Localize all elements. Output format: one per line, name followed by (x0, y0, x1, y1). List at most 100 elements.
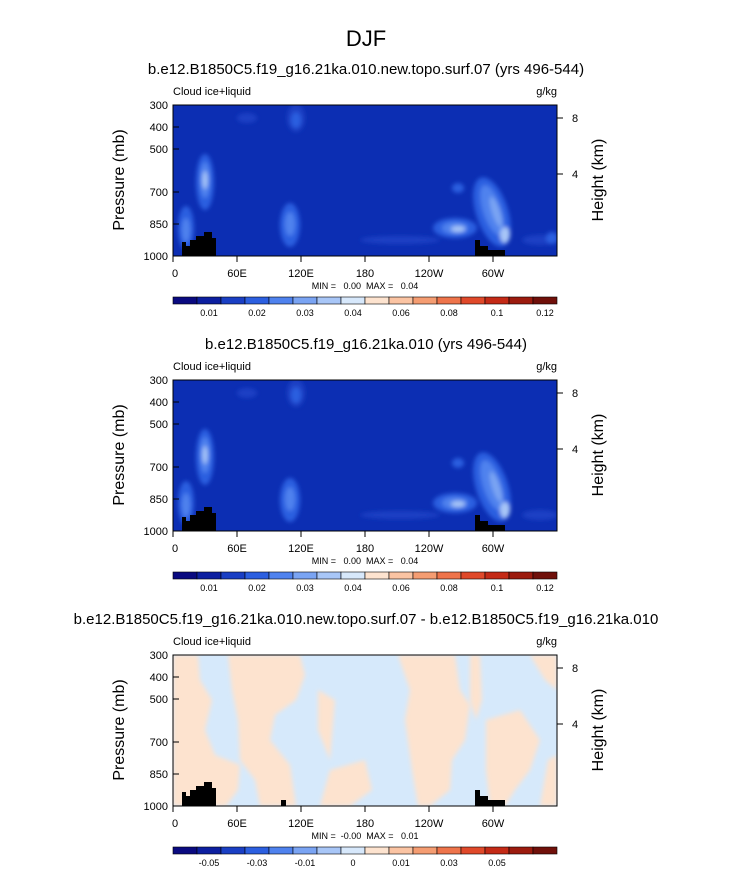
panel-2-ytick: 400 (150, 397, 168, 409)
colorbar-swatch (460, 296, 486, 305)
colorbar-swatch (292, 846, 318, 855)
colorbar-label: 0.08 (440, 583, 458, 593)
colorbar-swatch (364, 571, 390, 580)
colorbar-swatch (508, 846, 534, 855)
panel-2-ytick: 1000 (144, 526, 168, 538)
colorbar-swatch (412, 296, 438, 305)
panel-2-ylabel: Pressure (mb) (111, 404, 128, 505)
panel-1-xtick: 120E (288, 268, 314, 280)
colorbar-swatch (220, 846, 246, 855)
panel-3-ytick: 850 (150, 769, 168, 781)
panel-1-x-axis: 0 60E 120E 180 120W 60W (172, 256, 505, 280)
panel-2-ytick: 700 (150, 462, 168, 474)
colorbar-label: 0.05 (488, 858, 506, 868)
panel-1-y-axis: 300 400 500 700 850 1000 (144, 100, 179, 263)
colorbar-label: 0.01 (392, 858, 410, 868)
panel-3-y2tick: 4 (572, 719, 578, 731)
panel-1-ytick: 500 (150, 144, 168, 156)
colorbar-swatch (172, 296, 198, 305)
colorbar-swatch (508, 571, 534, 580)
panel-1-right-label: g/kg (536, 86, 557, 98)
colorbar-label: 0.03 (440, 858, 458, 868)
panel-1-left-label: Cloud ice+liquid (173, 86, 251, 98)
colorbar-swatch (196, 296, 222, 305)
panel-3-xtick: 120E (288, 818, 314, 830)
panel-1-title: b.e12.B1850C5.f19_g16.21ka.010.new.topo.… (148, 61, 584, 78)
colorbar-swatch (220, 296, 246, 305)
colorbar-swatch (484, 296, 510, 305)
colorbar-swatch (340, 571, 366, 580)
colorbar-swatch (388, 296, 414, 305)
panel-2-right-label: g/kg (536, 361, 557, 373)
colorbar-swatch (172, 846, 198, 855)
panel-2-xtick: 0 (172, 543, 178, 555)
panel-3-left-label: Cloud ice+liquid (173, 636, 251, 648)
panel-1-xtick: 120W (415, 268, 444, 280)
colorbar-swatch (436, 846, 462, 855)
colorbar-swatch (196, 846, 222, 855)
panel-1-xtick: 0 (172, 268, 178, 280)
colorbar-swatch (388, 846, 414, 855)
colorbar-swatch (268, 571, 294, 580)
panel-1-ytick: 850 (150, 219, 168, 231)
panel-1-ytick: 400 (150, 122, 168, 134)
colorbar-swatch (340, 846, 366, 855)
panel-1-ytick: 1000 (144, 251, 168, 263)
colorbar-swatch (364, 296, 390, 305)
colorbar-swatch (388, 571, 414, 580)
colorbar-label: 0.03 (296, 308, 314, 318)
colorbar-swatch (172, 571, 198, 580)
panel-1-y2-axis: 8 4 (557, 113, 578, 181)
panel-1-minmax: MIN = 0.00 MAX = 0.04 (312, 281, 419, 291)
panel-2-left-label: Cloud ice+liquid (173, 361, 251, 373)
colorbar-swatch (292, 296, 318, 305)
colorbar-label: -0.03 (247, 858, 268, 868)
colorbar-swatch (436, 296, 462, 305)
colorbar-label: 0.01 (200, 583, 218, 593)
panel-2-topography (182, 507, 505, 531)
colorbar-swatch (532, 296, 558, 305)
panel-1-xtick: 180 (356, 268, 374, 280)
panel-1-ytick: 300 (150, 100, 168, 112)
colorbar-swatch (268, 296, 294, 305)
panel-2-y-axis: 300 400 500 700 850 1000 (144, 375, 179, 538)
colorbar-swatch (340, 296, 366, 305)
colorbar-label: 0.02 (248, 583, 266, 593)
colorbar-swatch (364, 846, 390, 855)
colorbar-swatch (484, 846, 510, 855)
panel-2-ytick: 500 (150, 419, 168, 431)
panel-3-topography (182, 782, 505, 806)
panel-2-ytick: 300 (150, 375, 168, 387)
panel-1-y2label: Height (km) (590, 139, 607, 222)
colorbar-label: -0.01 (295, 858, 316, 868)
colorbar-label: 0.03 (296, 583, 314, 593)
colorbar-swatch (436, 571, 462, 580)
colorbar-swatch (244, 571, 270, 580)
panel-3-ytick: 400 (150, 672, 168, 684)
panel-2-plot-area (173, 380, 557, 531)
panel-1-colorbar: 0.01 0.02 0.03 0.04 0.06 0.08 0.1 0.12 (172, 296, 558, 318)
panel-1-contours (178, 105, 557, 250)
panel-2-y2label: Height (km) (590, 414, 607, 497)
panel-3: b.e12.B1850C5.f19_g16.21ka.010.new.topo.… (74, 611, 659, 868)
colorbar-label: 0.02 (248, 308, 266, 318)
panel-3-ytick: 1000 (144, 801, 168, 813)
panel-2-xtick: 180 (356, 543, 374, 555)
panel-3-xtick: 0 (172, 818, 178, 830)
panel-2-colorbar: 0.01 0.02 0.03 0.04 0.06 0.08 0.1 0.12 (172, 571, 558, 593)
colorbar-label: 0.1 (491, 308, 504, 318)
colorbar-swatch (412, 571, 438, 580)
panel-2-y2-axis: 8 4 (557, 388, 578, 456)
colorbar-swatch (316, 296, 342, 305)
panel-1-xtick: 60W (482, 268, 505, 280)
panel-3-plot-area (173, 655, 557, 806)
panel-3-x-axis: 0 60E 120E 180 120W 60W (172, 806, 505, 830)
panel-2-y2tick: 8 (572, 388, 578, 400)
panel-3-xtick: 60E (227, 818, 247, 830)
panel-1-ylabel: Pressure (mb) (111, 129, 128, 230)
panel-2-xtick: 60W (482, 543, 505, 555)
colorbar-label: 0.1 (491, 583, 504, 593)
panel-3-ylabel: Pressure (mb) (111, 679, 128, 780)
panel-2-ytick: 850 (150, 494, 168, 506)
panel-3-contours (173, 655, 557, 806)
